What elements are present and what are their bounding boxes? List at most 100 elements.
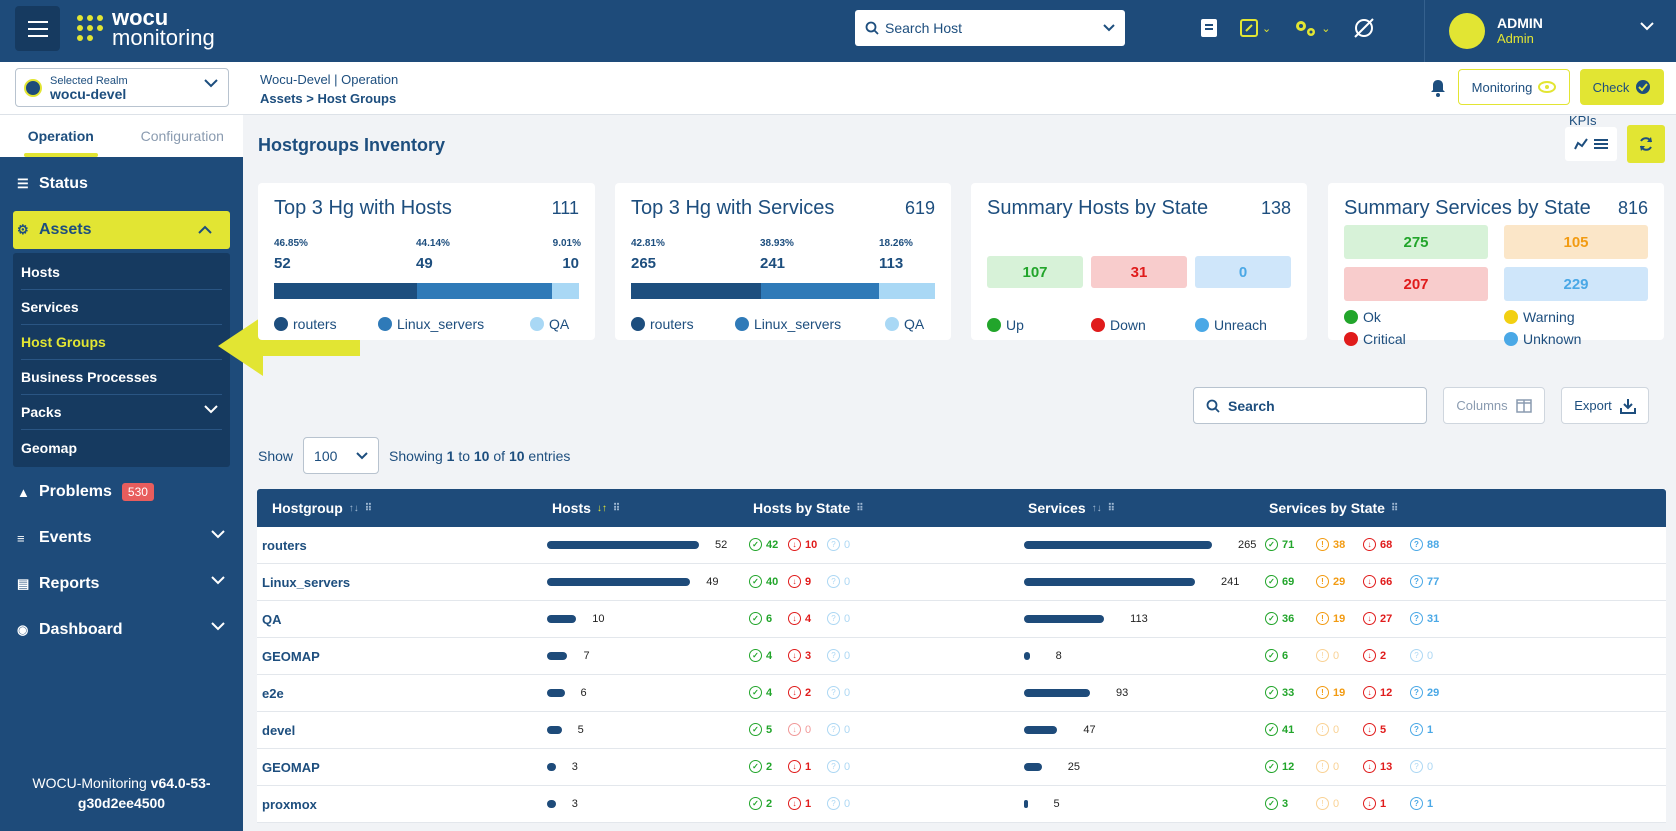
hostgroup-link[interactable]: routers	[262, 538, 307, 553]
table-row[interactable]: proxmox 3 ✓ 2 ↓ 1? 0 5 ✓ 3! 0 ↓ 1? 1	[257, 786, 1666, 823]
warning-status: ! 38	[1316, 538, 1345, 551]
sort-icon[interactable]: ↑↓	[1091, 502, 1102, 514]
up-status: ✓ 2	[749, 760, 772, 773]
critical-status: ↓ 5	[1363, 723, 1386, 736]
tab-operation[interactable]: Operation	[0, 115, 122, 157]
unreach-status-icon: ?	[827, 797, 840, 810]
sidebar-subitem-packs[interactable]: Packs	[21, 395, 222, 430]
critical-status-value: 66	[1380, 575, 1393, 588]
monitoring-button[interactable]: Monitoring	[1458, 69, 1570, 105]
sidebar-item-reports[interactable]: ▤ Reports	[0, 561, 243, 607]
hostgroup-link[interactable]: QA	[262, 612, 282, 627]
column-header-services[interactable]: Services ↑↓ ⠿	[1028, 500, 1115, 516]
column-header-hostgroup[interactable]: Hostgroup ↑↓ ⠿	[272, 500, 372, 516]
docs-icon[interactable]	[1200, 18, 1218, 38]
search-placeholder: Search	[1228, 397, 1275, 414]
sidebar: Operation Configuration ☰ Status ⚙ Assets …	[0, 115, 243, 831]
table-row[interactable]: Linux_servers 49 ✓ 40 ↓ 9? 0 241 ✓ 69! 29 ↓ 66? 77	[257, 564, 1666, 601]
sidebar-item-label: Dashboard	[39, 621, 123, 638]
breadcrumb: Wocu-Devel | Operation Assets > Host Gro…	[260, 70, 398, 108]
sort-desc-icon[interactable]: ↓↑	[596, 502, 607, 514]
disconnected-icon[interactable]	[1352, 16, 1376, 40]
refresh-button[interactable]	[1627, 125, 1665, 163]
check-button[interactable]: Check	[1580, 69, 1664, 105]
column-header-services-by-state[interactable]: Services by State ⠿	[1269, 500, 1398, 516]
table-row[interactable]: QA 10 ✓ 6 ↓ 4? 0 113 ✓ 36! 19 ↓ 27? 31	[257, 601, 1666, 638]
realm-selector[interactable]: Selected Realm wocu-devel	[15, 68, 229, 107]
drag-handle-icon[interactable]: ⠿	[856, 502, 864, 514]
table-row[interactable]: GEOMAP 7 ✓ 4 ↓ 3? 0 8 ✓ 6! 0 ↓ 2? 0	[257, 638, 1666, 675]
table-row[interactable]: devel 5 ✓ 5 ↓ 0? 0 47 ✓ 41! 0 ↓ 5? 1	[257, 712, 1666, 749]
ok-status-icon: ✓	[1265, 797, 1278, 810]
table-search-input[interactable]: Search	[1193, 387, 1427, 424]
drag-handle-icon[interactable]: ⠿	[364, 502, 373, 514]
search-host-select[interactable]: Search Host	[855, 10, 1125, 46]
hostgroup-link[interactable]: GEOMAP	[262, 649, 320, 664]
up-status-value: 2	[766, 760, 773, 773]
chart-icon[interactable]	[1574, 138, 1588, 150]
unknown-status-value: 31	[1427, 612, 1440, 625]
header-label: Services by State	[1269, 500, 1385, 516]
legend-label: routers	[293, 316, 337, 332]
hostgroup-link[interactable]: Linux_servers	[262, 575, 351, 590]
table-row[interactable]: routers 52 ✓ 42 ↓ 10? 0 265 ✓ 71! 38 ↓ 68? 88	[257, 527, 1666, 564]
gears-icon[interactable]: ⌄	[1293, 18, 1330, 38]
menu-toggle-button[interactable]	[15, 6, 60, 51]
hostgroup-link[interactable]: proxmox	[262, 797, 317, 812]
logo-line1: wocu	[112, 5, 169, 30]
chevron-down-icon	[211, 576, 225, 585]
sidebar-item-dashboard[interactable]: ◉ Dashboard	[0, 607, 243, 653]
up-status-value: 40	[766, 575, 779, 588]
table-row[interactable]: GEOMAP 3 ✓ 2 ↓ 1? 0 25 ✓ 12! 0 ↓ 13? 0	[257, 749, 1666, 786]
page-size-select[interactable]: 100	[303, 437, 380, 474]
up-status-icon: ✓	[749, 723, 762, 736]
columns-button[interactable]: Columns	[1443, 387, 1545, 424]
sidebar-subitem-business-processes[interactable]: Business Processes	[21, 360, 222, 395]
user-menu[interactable]: ADMIN Admin	[1424, 0, 1676, 62]
user-name: ADMIN	[1497, 15, 1543, 31]
chevron-down-icon	[1103, 24, 1115, 32]
bell-icon[interactable]	[1430, 79, 1446, 97]
ok-status-value: 71	[1282, 538, 1295, 551]
sidebar-item-assets[interactable]: ⚙ Assets	[13, 211, 230, 249]
kpi-view-toggle[interactable]	[1565, 127, 1617, 161]
hostgroup-link[interactable]: e2e	[262, 686, 284, 701]
drag-handle-icon[interactable]: ⠿	[1107, 502, 1115, 514]
sidebar-subitem-geomap[interactable]: Geomap	[21, 439, 78, 456]
services-count: 241	[1220, 576, 1240, 588]
check-label: Check	[1592, 79, 1630, 95]
sidebar-item-status[interactable]: ☰ Status	[0, 161, 243, 207]
tab-configuration[interactable]: Configuration	[140, 128, 224, 144]
sidebar-subitem-host-groups[interactable]: Host Groups	[21, 325, 222, 360]
sidebar-item-problems[interactable]: ▲ Problems 530	[0, 469, 243, 515]
drag-handle-icon[interactable]: ⠿	[612, 502, 621, 514]
hostgroup-link[interactable]: devel	[262, 723, 296, 738]
gauge-icon: ◉	[17, 622, 29, 637]
drag-handle-icon[interactable]: ⠿	[1390, 502, 1399, 514]
up-status: ✓ 4	[749, 649, 772, 662]
hostgroup-link[interactable]: GEOMAP	[262, 760, 320, 775]
export-label: Export	[1574, 398, 1612, 413]
column-header-hosts[interactable]: Hosts ↓↑ ⠿	[552, 500, 620, 516]
legend-item: Up	[987, 317, 1024, 333]
breadcrumb-path[interactable]: Assets > Host Groups	[260, 91, 397, 106]
ok-status-icon: ✓	[1265, 538, 1278, 551]
sidebar-item-events[interactable]: ≡ Events	[0, 515, 243, 561]
card-total: 111	[551, 198, 579, 218]
unreach-status: ? 0	[827, 649, 850, 662]
up-status-icon: ✓	[749, 612, 762, 625]
export-button[interactable]: Export	[1561, 387, 1649, 424]
sort-icon[interactable]: ↑↓	[348, 502, 359, 514]
list-icon[interactable]	[1594, 138, 1608, 150]
down-status-icon: ↓	[788, 686, 801, 699]
warning-status: ! 0	[1316, 797, 1339, 810]
unreach-status-icon: ?	[827, 723, 840, 736]
column-header-hosts-by-state[interactable]: Hosts by State ⠿	[753, 500, 864, 516]
external-link-icon[interactable]: ⌄	[1240, 19, 1271, 37]
table-row[interactable]: e2e 6 ✓ 4 ↓ 2? 0 93 ✓ 33! 19 ↓ 12? 29	[257, 675, 1666, 712]
sidebar-subitem-services[interactable]: Services	[21, 290, 222, 325]
card-title: Summary Services by State	[1344, 197, 1591, 219]
unknown-status-icon: ?	[1410, 797, 1423, 810]
up-status: ✓ 4	[749, 686, 772, 699]
sidebar-subitem-hosts[interactable]: Hosts	[21, 255, 222, 290]
